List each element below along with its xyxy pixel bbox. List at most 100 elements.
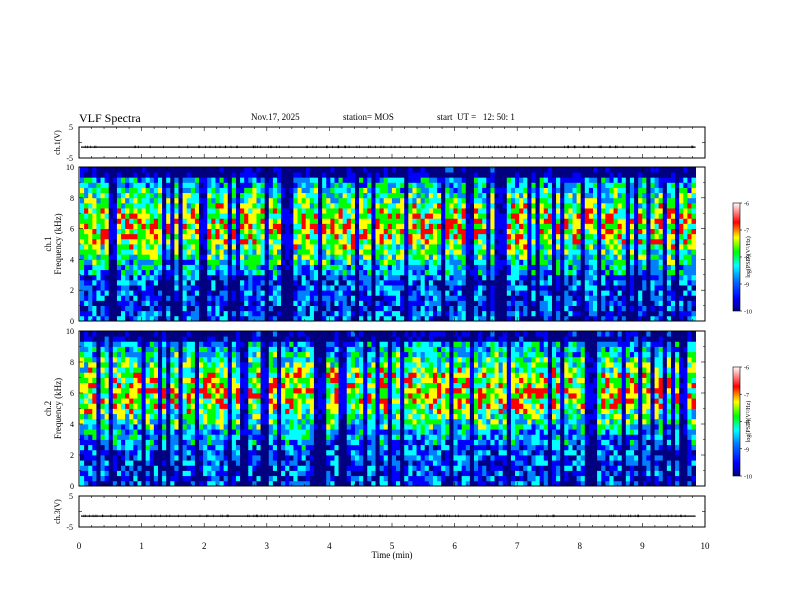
- spectrogram-cell: [88, 429, 93, 435]
- spectrogram-cell: [88, 424, 93, 430]
- spectrogram-cell: [473, 295, 479, 301]
- spectrogram-cell: [621, 167, 627, 173]
- spectrogram-cell: [379, 310, 385, 317]
- spectrogram-cell: [568, 249, 573, 255]
- spectrogram-cell: [219, 274, 225, 281]
- spectrogram-cell: [375, 172, 380, 178]
- spectrogram-cell: [666, 259, 672, 265]
- spectrogram-cell: [268, 315, 274, 322]
- spectrogram-cell: [121, 315, 126, 322]
- spectrogram-cell: [264, 274, 270, 281]
- spectrogram-cell: [318, 269, 323, 276]
- spectrogram-cell: [100, 290, 106, 296]
- spectrogram-cell: [560, 254, 565, 260]
- spectrogram-cell: [412, 279, 417, 286]
- spectrogram-cell: [515, 223, 520, 229]
- spectrogram-cell: [346, 238, 352, 245]
- spectrogram-cell: [654, 177, 660, 183]
- spectrogram-cell: [473, 244, 479, 250]
- spectrogram-cell: [638, 254, 643, 260]
- spectrogram-cell: [416, 228, 422, 235]
- spectrogram-cell: [108, 182, 114, 188]
- spectrogram-cell: [100, 449, 106, 456]
- spectrogram-cell: [162, 172, 167, 178]
- spectrogram-cell: [260, 290, 266, 296]
- spectrogram-cell: [313, 264, 319, 271]
- spectrogram-cell: [326, 249, 331, 255]
- spectrogram-cell: [535, 202, 541, 209]
- spectrogram-cell: [486, 182, 491, 188]
- spectrogram-cell: [346, 202, 352, 209]
- spectrogram-cell: [691, 182, 697, 188]
- spectrogram-cell: [248, 182, 253, 188]
- spectrogram-cell: [363, 269, 368, 276]
- spectrogram-cell: [96, 439, 101, 446]
- spectrogram-cell: [244, 187, 249, 194]
- spectrogram-cell: [92, 346, 97, 353]
- spectrogram-cell: [478, 182, 483, 188]
- spectrogram-cell: [80, 192, 85, 199]
- spectrogram-cell: [400, 208, 405, 214]
- spectrogram-cell: [80, 310, 85, 317]
- spectrogram-cell: [199, 285, 204, 291]
- spectrogram-cell: [510, 259, 516, 265]
- spectrogram-cell: [330, 269, 335, 276]
- spectrogram-cell: [149, 218, 155, 224]
- spectrogram-cell: [531, 295, 536, 301]
- spectrogram-cell: [338, 177, 344, 183]
- spectrogram-cell: [313, 285, 319, 291]
- spectrogram-cell: [84, 475, 89, 482]
- spectrogram-cell: [432, 167, 438, 173]
- spectrogram-cell: [322, 269, 327, 276]
- spectrogram-cell: [531, 285, 536, 291]
- spectrogram-cell: [137, 279, 142, 286]
- spectrogram-cell: [412, 233, 417, 240]
- spectrogram-cell: [129, 213, 134, 219]
- spectrogram-cell: [629, 218, 635, 224]
- spectrogram-cell: [601, 254, 606, 260]
- spectrogram-cell: [92, 382, 97, 389]
- spectrogram-cell: [256, 233, 261, 240]
- spectrogram-cell: [281, 172, 286, 178]
- spectrogram-cell: [227, 254, 233, 260]
- spectrogram-cell: [137, 228, 142, 235]
- spectrogram-cell: [149, 202, 155, 209]
- spectrogram-cell: [313, 218, 319, 224]
- spectrogram-cell: [112, 244, 118, 250]
- spectrogram-cell: [564, 254, 569, 260]
- spectrogram-cell: [572, 300, 577, 306]
- spectrogram-cell: [535, 213, 541, 219]
- spectrogram-cell: [240, 167, 245, 173]
- spectrogram-cell: [338, 202, 344, 209]
- spectrogram-cell: [346, 197, 352, 204]
- spectrogram-cell: [338, 279, 344, 286]
- spectrogram-cell: [482, 182, 487, 188]
- spectrogram-cell: [354, 290, 360, 296]
- spectrogram-cell: [116, 465, 122, 471]
- spectrogram-cell: [572, 172, 577, 178]
- spectrogram-cell: [420, 300, 426, 306]
- spectrogram-cell: [96, 398, 101, 404]
- spectrogram-cell: [650, 305, 655, 312]
- spectrogram-cell: [658, 213, 664, 219]
- spectrogram-cell: [375, 285, 380, 291]
- spectrogram-cell: [638, 208, 643, 214]
- spectrogram-cell: [519, 167, 524, 173]
- spectrogram-cell: [420, 279, 426, 286]
- spectrogram-cell: [478, 285, 483, 291]
- spectrogram-cell: [510, 254, 516, 260]
- spectrogram-cell: [523, 192, 528, 199]
- spectrogram-cell: [383, 233, 389, 240]
- spectrogram-cell: [301, 249, 307, 255]
- spectrogram-cell: [379, 300, 385, 306]
- spectrogram-cell: [367, 279, 372, 286]
- spectrogram-cell: [104, 233, 110, 240]
- spectrogram-cell: [469, 244, 475, 250]
- spectrogram-cell: [576, 213, 582, 219]
- spectrogram-cell: [535, 285, 541, 291]
- spectrogram-cell: [654, 305, 660, 312]
- spectrogram-cell: [621, 228, 627, 235]
- spectrogram-cell: [551, 249, 557, 255]
- spectrogram-cell: [408, 269, 413, 276]
- spectrogram-cell: [289, 172, 294, 178]
